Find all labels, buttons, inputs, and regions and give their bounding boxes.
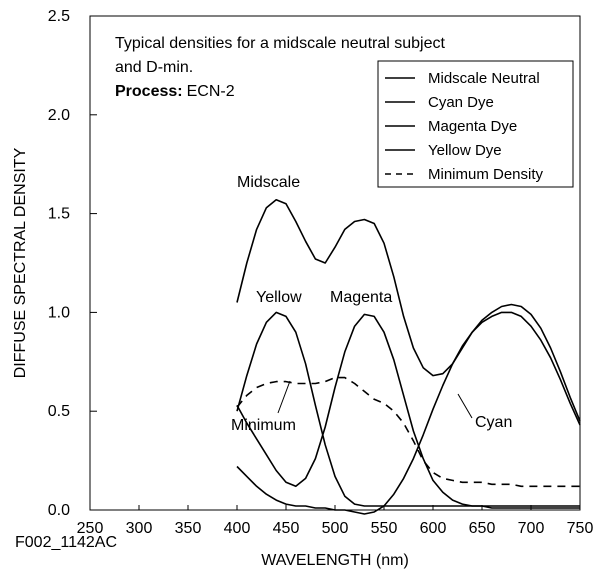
legend: Midscale Neutral Cyan Dye Magenta Dye Yello… (377, 60, 574, 188)
note-line-2: and D-min. (115, 59, 193, 76)
legend-box (377, 60, 574, 188)
x-tick-label: 600 (420, 520, 447, 537)
x-tick-label: 500 (322, 520, 349, 537)
x-tick-label: 250 (77, 520, 104, 537)
process-value: ECN-2 (187, 83, 235, 100)
cyan-leader-line (457, 393, 473, 419)
y-tick-label: 1.5 (48, 206, 70, 223)
series-line-magenta-dye (236, 313, 580, 509)
y-tick-label: 0.5 (48, 403, 70, 420)
series-line-yellow-dye (236, 311, 580, 507)
y-tick-label: 1.0 (48, 304, 70, 321)
x-axis: 250 300 350 400 450 500 550 600 650 700 750 (77, 505, 594, 537)
legend-label-midscale-neutral: Midscale Neutral (428, 70, 540, 87)
note-line-1: Typical densities for a midscale neutral… (115, 35, 445, 52)
series-line-cyan-dye (236, 311, 581, 515)
x-tick-label: 650 (469, 520, 496, 537)
figure-code: F002_1142AC (15, 534, 117, 551)
x-tick-label: 350 (175, 520, 202, 537)
annotation-yellow: Yellow (256, 289, 302, 306)
x-tick-label: 750 (567, 520, 594, 537)
x-tick-label: 400 (224, 520, 251, 537)
x-tick-label: 550 (371, 520, 398, 537)
y-tick-label: 2.0 (48, 107, 70, 124)
x-tick-label: 700 (518, 520, 545, 537)
process-line: Process: ECN-2 (115, 83, 235, 100)
annotation-midscale: Midscale (237, 174, 300, 191)
process-label: Process: (115, 83, 183, 100)
annotation-magenta: Magenta (330, 289, 392, 306)
series-line-minimum-density (236, 376, 580, 488)
legend-label-cyan-dye: Cyan Dye (428, 94, 494, 111)
y-axis: 0.0 0.5 1.0 1.5 2.0 2.5 (48, 8, 97, 519)
annotation-cyan: Cyan (475, 414, 512, 431)
legend-label-magenta-dye: Magenta Dye (428, 118, 517, 135)
minimum-leader-line (277, 380, 291, 414)
y-tick-label: 0.0 (48, 502, 70, 519)
y-axis-label: DIFFUSE SPECTRAL DENSITY (12, 147, 29, 378)
legend-label-yellow-dye: Yellow Dye (428, 142, 502, 159)
y-tick-label: 2.5 (48, 8, 70, 25)
x-tick-label: 450 (273, 520, 300, 537)
x-tick-label: 300 (126, 520, 153, 537)
x-axis-label: WAVELENGTH (nm) (261, 552, 409, 569)
series-layer (236, 199, 581, 515)
legend-label-minimum-density: Minimum Density (428, 166, 544, 183)
annotation-minimum: Minimum (231, 417, 296, 434)
series-line-midscale-neutral (236, 199, 581, 422)
